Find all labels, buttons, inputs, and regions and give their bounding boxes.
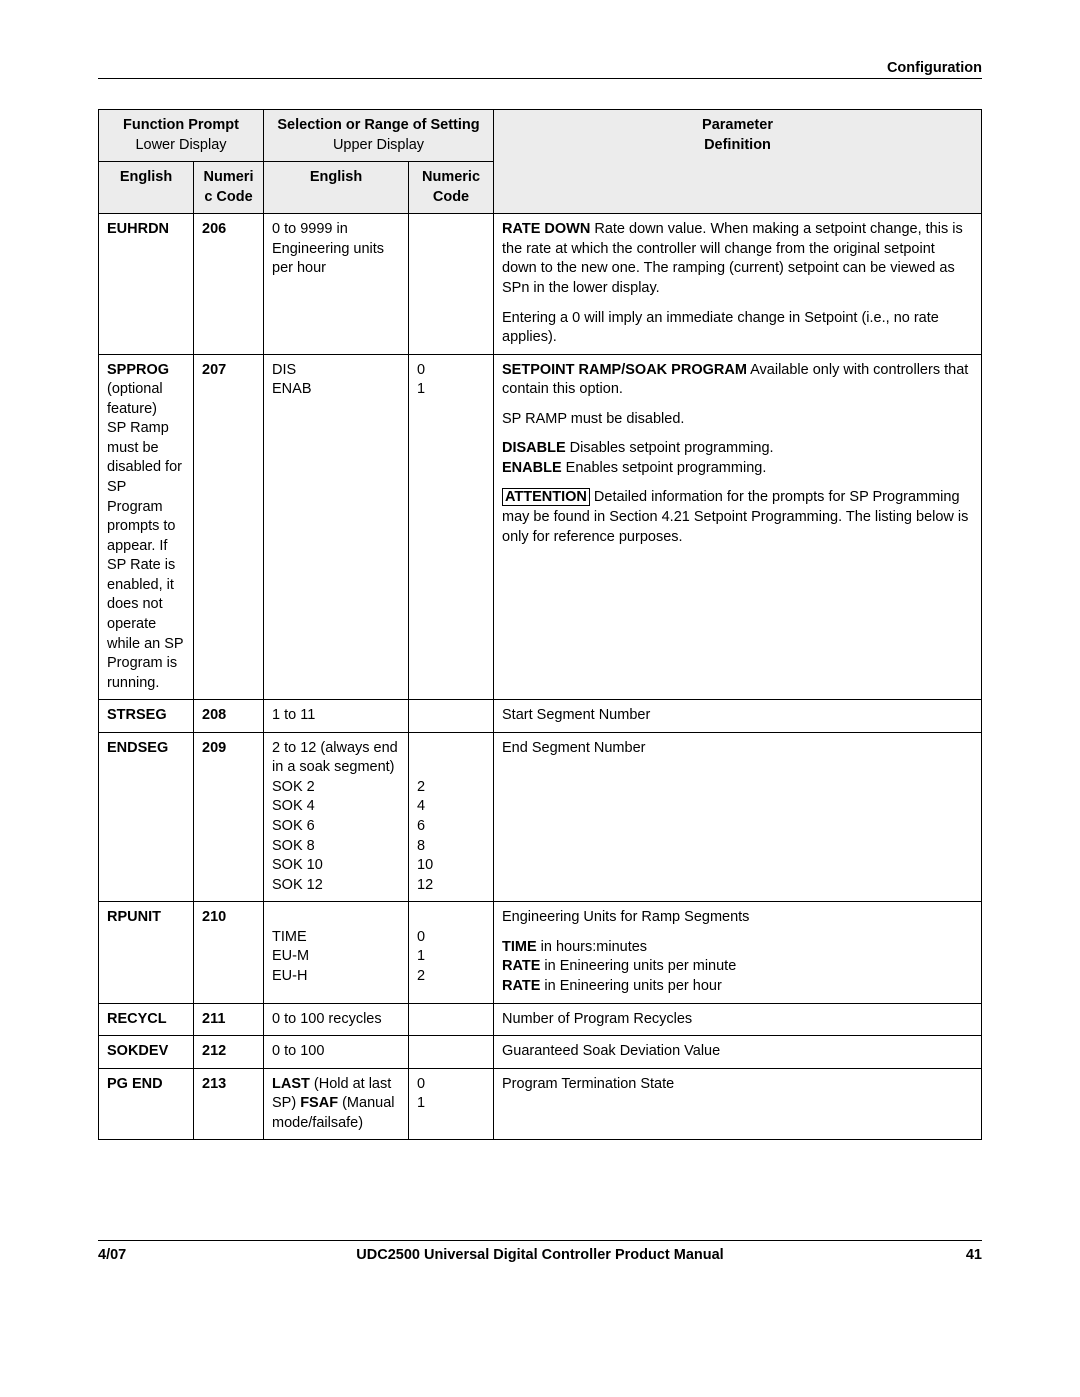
fp-sub: Lower Display xyxy=(135,137,226,153)
sel-sub: Upper Display xyxy=(333,137,424,153)
cell-definition: Start Segment Number xyxy=(494,700,982,733)
head-sel-numcode: Numeric Code xyxy=(409,162,494,214)
page-header: Configuration xyxy=(98,60,982,79)
footer-date: 4/07 xyxy=(98,1247,178,1263)
table-row: ENDSEG2092 to 12 (always end in a soak s… xyxy=(99,732,982,902)
cell-fp-numcode: 212 xyxy=(194,1036,264,1069)
cell-definition: End Segment Number xyxy=(494,732,982,902)
footer-title: UDC2500 Universal Digital Controller Pro… xyxy=(178,1247,902,1263)
cell-definition: Engineering Units for Ramp SegmentsTIME … xyxy=(494,902,982,1003)
cell-fp-english: RPUNIT xyxy=(99,902,194,1003)
sel-title: Selection or Range of Setting xyxy=(277,117,479,133)
config-table: Function Prompt Lower Display Selection … xyxy=(98,109,982,1140)
cell-sel-numcode: 012 xyxy=(409,902,494,1003)
cell-fp-numcode: 213 xyxy=(194,1068,264,1140)
page-footer: 4/07 UDC2500 Universal Digital Controlle… xyxy=(98,1240,982,1263)
cell-fp-numcode: 206 xyxy=(194,214,264,354)
table-body: EUHRDN2060 to 9999 in Engineering units … xyxy=(99,214,982,1140)
table-row: STRSEG2081 to 11 Start Segment Number xyxy=(99,700,982,733)
footer-page: 41 xyxy=(902,1247,982,1263)
cell-fp-numcode: 210 xyxy=(194,902,264,1003)
cell-sel-numcode: 01 xyxy=(409,1068,494,1140)
cell-fp-numcode: 208 xyxy=(194,700,264,733)
cell-sel-numcode xyxy=(409,1036,494,1069)
cell-definition: RATE DOWN Rate down value. When making a… xyxy=(494,214,982,354)
cell-fp-english: SOKDEV xyxy=(99,1036,194,1069)
cell-fp-english: EUHRDN xyxy=(99,214,194,354)
cell-definition: Guaranteed Soak Deviation Value xyxy=(494,1036,982,1069)
section-label: Configuration xyxy=(887,60,982,76)
cell-definition: Program Termination State xyxy=(494,1068,982,1140)
table-head: Function Prompt Lower Display Selection … xyxy=(99,110,982,214)
def-title: Parameter xyxy=(702,117,773,133)
fp-title: Function Prompt xyxy=(123,117,239,133)
table-row: PG END213LAST (Hold at last SP) FSAF (Ma… xyxy=(99,1068,982,1140)
cell-sel-english: 0 to 9999 in Engineering units per hour xyxy=(264,214,409,354)
cell-sel-english: DISENAB xyxy=(264,354,409,700)
table-row: RPUNIT210TIMEEU-MEU-H012Engineering Unit… xyxy=(99,902,982,1003)
cell-sel-numcode: 24681012 xyxy=(409,732,494,902)
cell-sel-numcode xyxy=(409,214,494,354)
head-fp-english: English xyxy=(99,162,194,214)
cell-fp-numcode: 207 xyxy=(194,354,264,700)
cell-fp-numcode: 211 xyxy=(194,1003,264,1036)
head-definition: Parameter Definition xyxy=(494,110,982,214)
cell-sel-numcode xyxy=(409,700,494,733)
cell-fp-numcode: 209 xyxy=(194,732,264,902)
cell-sel-english: 0 to 100 recycles xyxy=(264,1003,409,1036)
cell-sel-english: 0 to 100 xyxy=(264,1036,409,1069)
cell-definition: Number of Program Recycles xyxy=(494,1003,982,1036)
table-row: EUHRDN2060 to 9999 in Engineering units … xyxy=(99,214,982,354)
head-function-prompt: Function Prompt Lower Display xyxy=(99,110,264,162)
cell-fp-english: RECYCL xyxy=(99,1003,194,1036)
cell-sel-english: 1 to 11 xyxy=(264,700,409,733)
cell-sel-english: LAST (Hold at last SP) FSAF (Manual mode… xyxy=(264,1068,409,1140)
cell-sel-numcode: 01 xyxy=(409,354,494,700)
cell-sel-english: 2 to 12 (always end in a soak segment)SO… xyxy=(264,732,409,902)
table-row: SPPROG (optional feature)SP Ramp must be… xyxy=(99,354,982,700)
head-fp-numcode: Numeri c Code xyxy=(194,162,264,214)
cell-fp-english: PG END xyxy=(99,1068,194,1140)
cell-definition: SETPOINT RAMP/SOAK PROGRAM Available onl… xyxy=(494,354,982,700)
cell-sel-english: TIMEEU-MEU-H xyxy=(264,902,409,1003)
cell-sel-numcode xyxy=(409,1003,494,1036)
cell-fp-english: STRSEG xyxy=(99,700,194,733)
head-selection: Selection or Range of Setting Upper Disp… xyxy=(264,110,494,162)
head-sel-english: English xyxy=(264,162,409,214)
def-sub: Definition xyxy=(704,137,771,153)
table-row: SOKDEV2120 to 100 Guaranteed Soak Deviati… xyxy=(99,1036,982,1069)
table-row: RECYCL2110 to 100 recycles Number of Prog… xyxy=(99,1003,982,1036)
cell-fp-english: SPPROG (optional feature)SP Ramp must be… xyxy=(99,354,194,700)
cell-fp-english: ENDSEG xyxy=(99,732,194,902)
